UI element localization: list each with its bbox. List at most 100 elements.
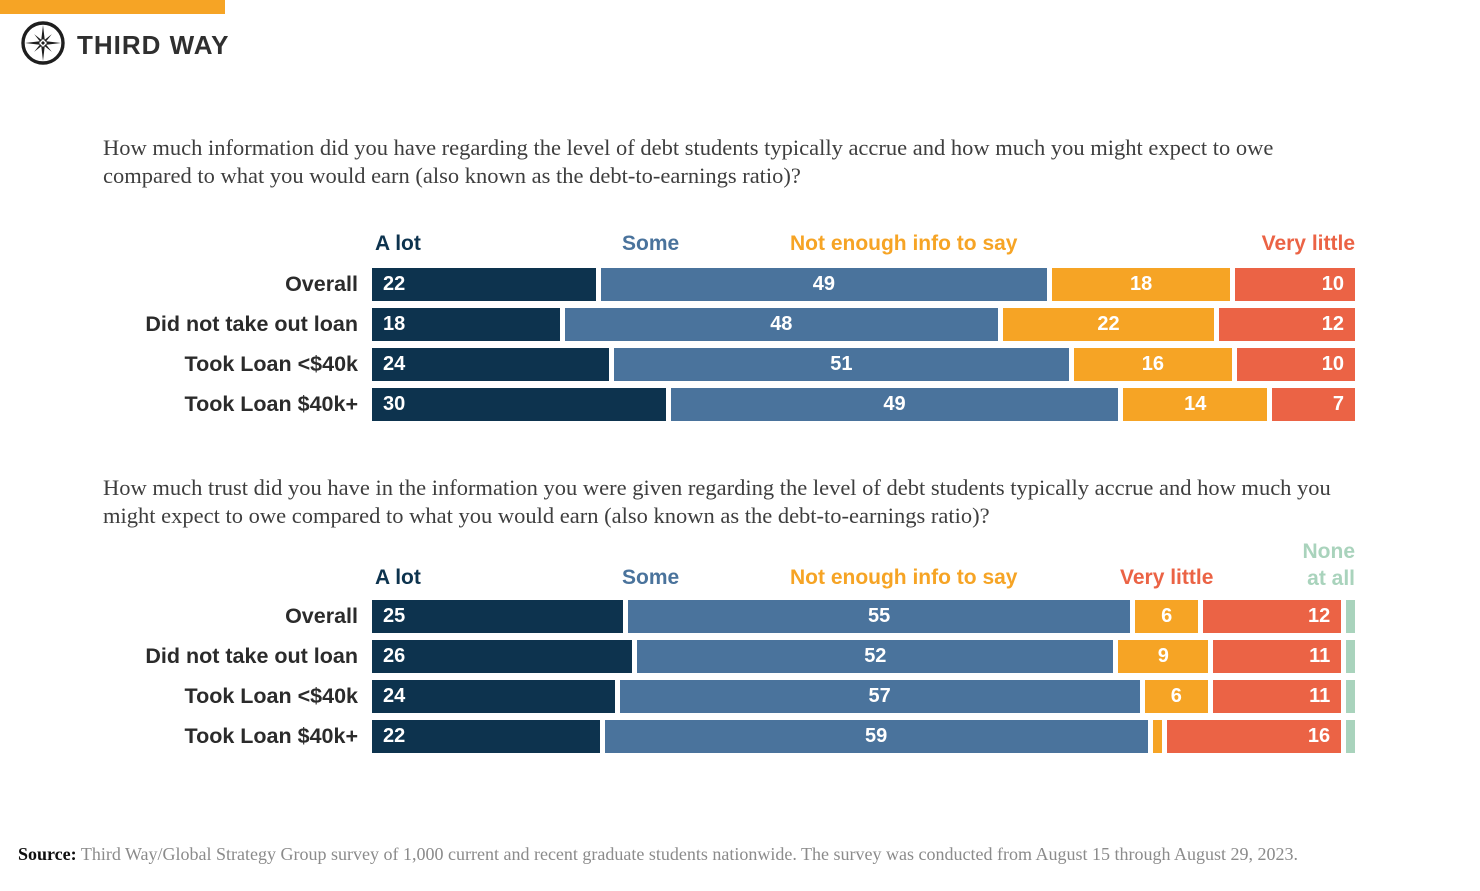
segment-value: 12 (1308, 605, 1331, 627)
bar-segment: 49 (600, 268, 1048, 301)
bar-segment: 18 (1052, 268, 1231, 301)
segment-value: 52 (864, 645, 887, 667)
bar-segment: 16 (1166, 720, 1342, 753)
segment-value: 24 (383, 685, 406, 707)
segment-value: 16 (1307, 725, 1331, 747)
source-text: Third Way/Global Strategy Group survey o… (76, 844, 1298, 864)
segment-value: 22 (1097, 313, 1120, 335)
segment-value: 24 (383, 353, 406, 375)
stacked-bar: 24 57 6 11 (372, 680, 1355, 713)
row-label: Did not take out loan (145, 312, 358, 336)
chart-legend: A lot Some Not enough info to say Very litt… (372, 532, 1355, 590)
bar-segment (1152, 720, 1162, 753)
bar-segment: 6 (1144, 680, 1209, 713)
segment-value: 57 (868, 685, 891, 707)
bar-segment: 10 (1235, 268, 1355, 301)
bar-segment: 25 (372, 600, 624, 633)
segment-value: 26 (383, 645, 406, 667)
bar-segment: 48 (564, 308, 999, 341)
legend-label: A lot (375, 566, 421, 589)
legend-label: Not enough info to say (790, 566, 1018, 589)
stacked-bar: 18 48 22 12 (372, 308, 1356, 341)
bar-segment: 24 (372, 348, 609, 381)
bar-segment: 12 (1203, 600, 1342, 633)
stacked-bar: 30 49 14 7 (372, 388, 1355, 421)
bar-segment: 51 (613, 348, 1069, 381)
segment-value: 9 (1157, 645, 1169, 667)
legend-label: Very little (1120, 566, 1214, 589)
compass-star-icon (20, 20, 66, 71)
row-label: Overall (285, 272, 358, 296)
bar-row: Took Loan $40k+ 22 59 16 (103, 720, 1355, 753)
bar-segment (1346, 680, 1355, 713)
source-note: Source: Third Way/Global Strategy Group … (18, 841, 1328, 868)
source-label: Source: (18, 844, 77, 864)
legend-label: Some (622, 566, 680, 589)
segment-value: 14 (1184, 393, 1207, 415)
bar-segment: 49 (670, 388, 1119, 421)
bar-segment: 26 (372, 640, 633, 673)
segment-value: 25 (383, 605, 406, 627)
segment-value: 18 (1130, 273, 1153, 295)
bar-segment: 57 (619, 680, 1140, 713)
bar-row: Overall 22 49 18 10 (103, 268, 1355, 301)
segment-value: 6 (1170, 685, 1182, 707)
bar-segment: 18 (372, 308, 560, 341)
row-label: Took Loan $40k+ (184, 724, 358, 748)
segment-value: 49 (883, 393, 906, 415)
stacked-bar: 25 55 6 12 (372, 600, 1355, 633)
segment-value: 48 (770, 313, 793, 335)
bar-segment: 24 (372, 680, 615, 713)
bar-segment: 11 (1213, 680, 1342, 713)
chart-rows: Overall 25 55 6 12 Did not take out loan 26 52 9… (103, 600, 1356, 753)
legend-label: Very little (1261, 232, 1355, 255)
chart-title: How much information did you have regard… (103, 135, 1274, 188)
bar-segment: 22 (372, 268, 596, 301)
header: THIRD WAY (20, 20, 230, 71)
bar-row: Did not take out loan 26 52 9 11 (103, 640, 1356, 673)
bar-segment (1346, 720, 1355, 753)
chart-rows: Overall 22 49 18 10 Did not take out loan 18 48… (103, 268, 1356, 421)
segment-value: 51 (830, 353, 853, 375)
row-label: Took Loan $40k+ (184, 392, 358, 416)
segment-value: 10 (1321, 273, 1344, 295)
bar-row: Took Loan $40k+ 30 49 14 7 (103, 388, 1355, 421)
segment-value: 30 (383, 393, 406, 415)
legend-label: None at all (1302, 540, 1356, 590)
bar-segment: 16 (1073, 348, 1232, 381)
legend-label: Not enough info to say (790, 232, 1018, 255)
row-label: Took Loan <$40k (184, 352, 358, 376)
bar-segment: 22 (1003, 308, 1214, 341)
bar-row: Took Loan <$40k 24 57 6 11 (103, 680, 1355, 713)
bar-segment: 11 (1213, 640, 1342, 673)
bar-segment: 59 (604, 720, 1148, 753)
segment-value: 10 (1321, 353, 1344, 375)
row-label: Took Loan <$40k (184, 684, 358, 708)
bar-row: Took Loan <$40k 24 51 16 10 (103, 348, 1355, 381)
segment-value: 16 (1141, 353, 1165, 375)
chart-title: How much trust did you have in the infor… (103, 475, 1331, 528)
bar-segment: 6 (1134, 600, 1199, 633)
segment-value: 7 (1332, 393, 1344, 415)
bar-segment (1346, 600, 1355, 633)
bar-row: Did not take out loan 18 48 22 12 (103, 308, 1356, 341)
segment-value: 22 (383, 725, 406, 747)
info-amount-chart: How much information did you have regard… (103, 134, 1356, 428)
info-trust-chart: How much trust did you have in the infor… (103, 474, 1356, 760)
bar-segment: 10 (1236, 348, 1355, 381)
bar-segment: 55 (628, 600, 1130, 633)
stacked-bar: 22 49 18 10 (372, 268, 1355, 301)
legend-label: A lot (375, 232, 421, 255)
segment-value: 55 (867, 605, 891, 627)
bar-segment: 14 (1123, 388, 1268, 421)
bar-segment: 12 (1218, 308, 1356, 341)
bar-segment: 9 (1118, 640, 1209, 673)
stacked-bar: 24 51 16 10 (372, 348, 1355, 381)
segment-value: 6 (1161, 605, 1173, 627)
segment-value: 49 (812, 273, 836, 295)
bar-segment: 7 (1272, 388, 1355, 421)
bar-segment: 52 (637, 640, 1114, 673)
segment-value: 11 (1309, 645, 1331, 667)
segment-value: 59 (865, 725, 888, 747)
stacked-bar: 26 52 9 11 (372, 640, 1356, 673)
